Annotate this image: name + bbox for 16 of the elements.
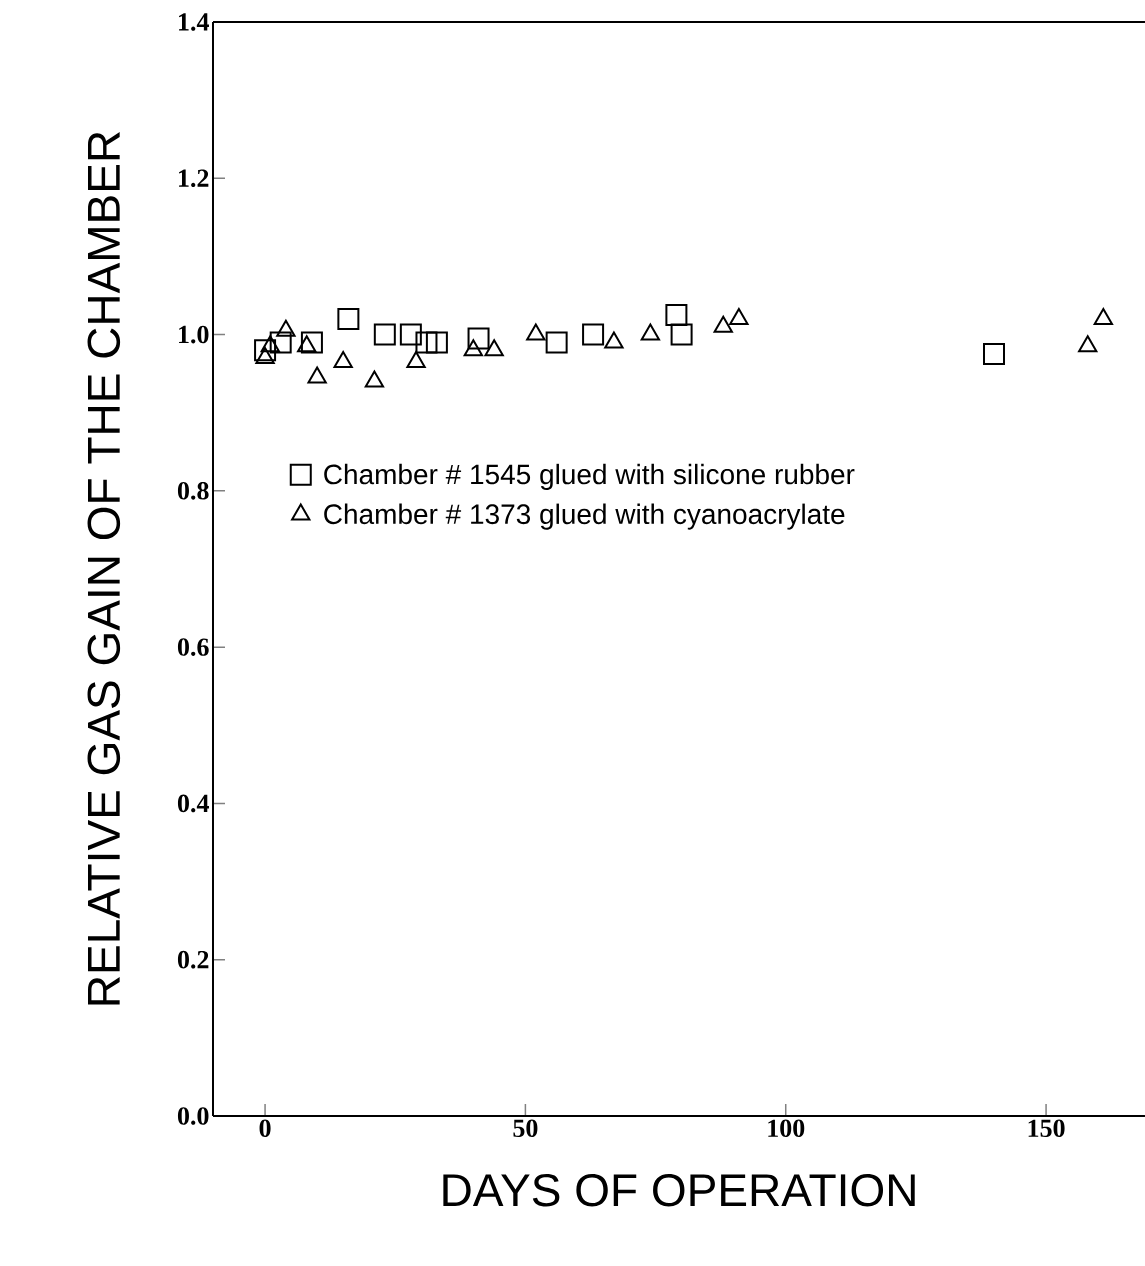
y-tick-label: 0.8 — [177, 482, 209, 500]
y-tick-label: 1.4 — [179, 13, 209, 31]
x-tick-label: 150 — [1028, 1119, 1065, 1138]
y-tick-label: 1.2 — [179, 169, 209, 188]
x-tick-label: 100 — [768, 1119, 805, 1138]
y-axis-title: RELATIVE GAS GAIN OF THE CHAMBER — [87, 131, 121, 1005]
y-tick-label: 0.0 — [177, 1107, 209, 1125]
x-tick-label: 0 — [259, 1119, 271, 1138]
x-tick-label: 50 — [513, 1119, 538, 1138]
y-tick-label: 0.6 — [177, 638, 209, 656]
x-axis-title: DAYS OF OPERATION — [443, 1173, 915, 1207]
y-tick-label: 0.4 — [177, 794, 209, 813]
y-tick-label: 1.0 — [179, 325, 209, 344]
legend-label: Chamber # 1545 glued with silicone rubber — [324, 463, 855, 490]
y-tick-label: 0.2 — [177, 950, 209, 969]
legend-label: Chamber # 1373 glued with cyanoacrylate — [324, 503, 845, 530]
